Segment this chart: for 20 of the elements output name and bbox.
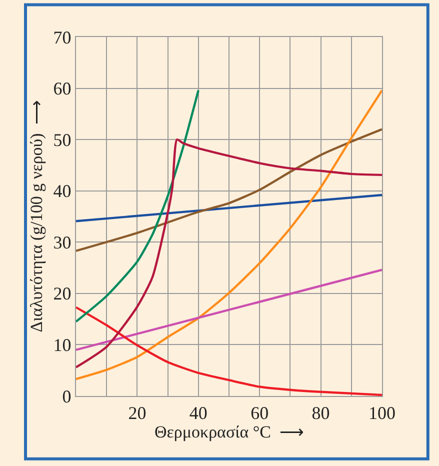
y-tick-label: 70 bbox=[53, 27, 72, 48]
line-series bbox=[76, 128, 382, 252]
y-tick-label: 60 bbox=[53, 78, 72, 99]
y-tick-label: 30 bbox=[53, 232, 72, 252]
x-tick-label: 60 bbox=[250, 402, 269, 423]
line-series bbox=[76, 89, 200, 323]
x-axis-title: Θερμοκρασία °C ⟶ bbox=[154, 422, 304, 442]
x-tick-label: 100 bbox=[368, 402, 396, 423]
y-tick-label: 50 bbox=[53, 130, 72, 150]
y-tick-label: 20 bbox=[53, 284, 72, 304]
y-axis-title: Διαλυτότητα (g/100 g νερού) ⟶ bbox=[26, 100, 46, 332]
y-tick-label: 40 bbox=[53, 181, 72, 202]
y-tick-label: 0 bbox=[62, 386, 72, 406]
y-tick-label: 10 bbox=[53, 335, 72, 356]
x-tick-label: 80 bbox=[312, 402, 330, 423]
line-series bbox=[76, 306, 382, 396]
line-series bbox=[76, 89, 382, 380]
x-tick-label: 20 bbox=[128, 402, 146, 423]
line-series bbox=[76, 138, 382, 368]
x-tick-label: 40 bbox=[189, 402, 208, 423]
